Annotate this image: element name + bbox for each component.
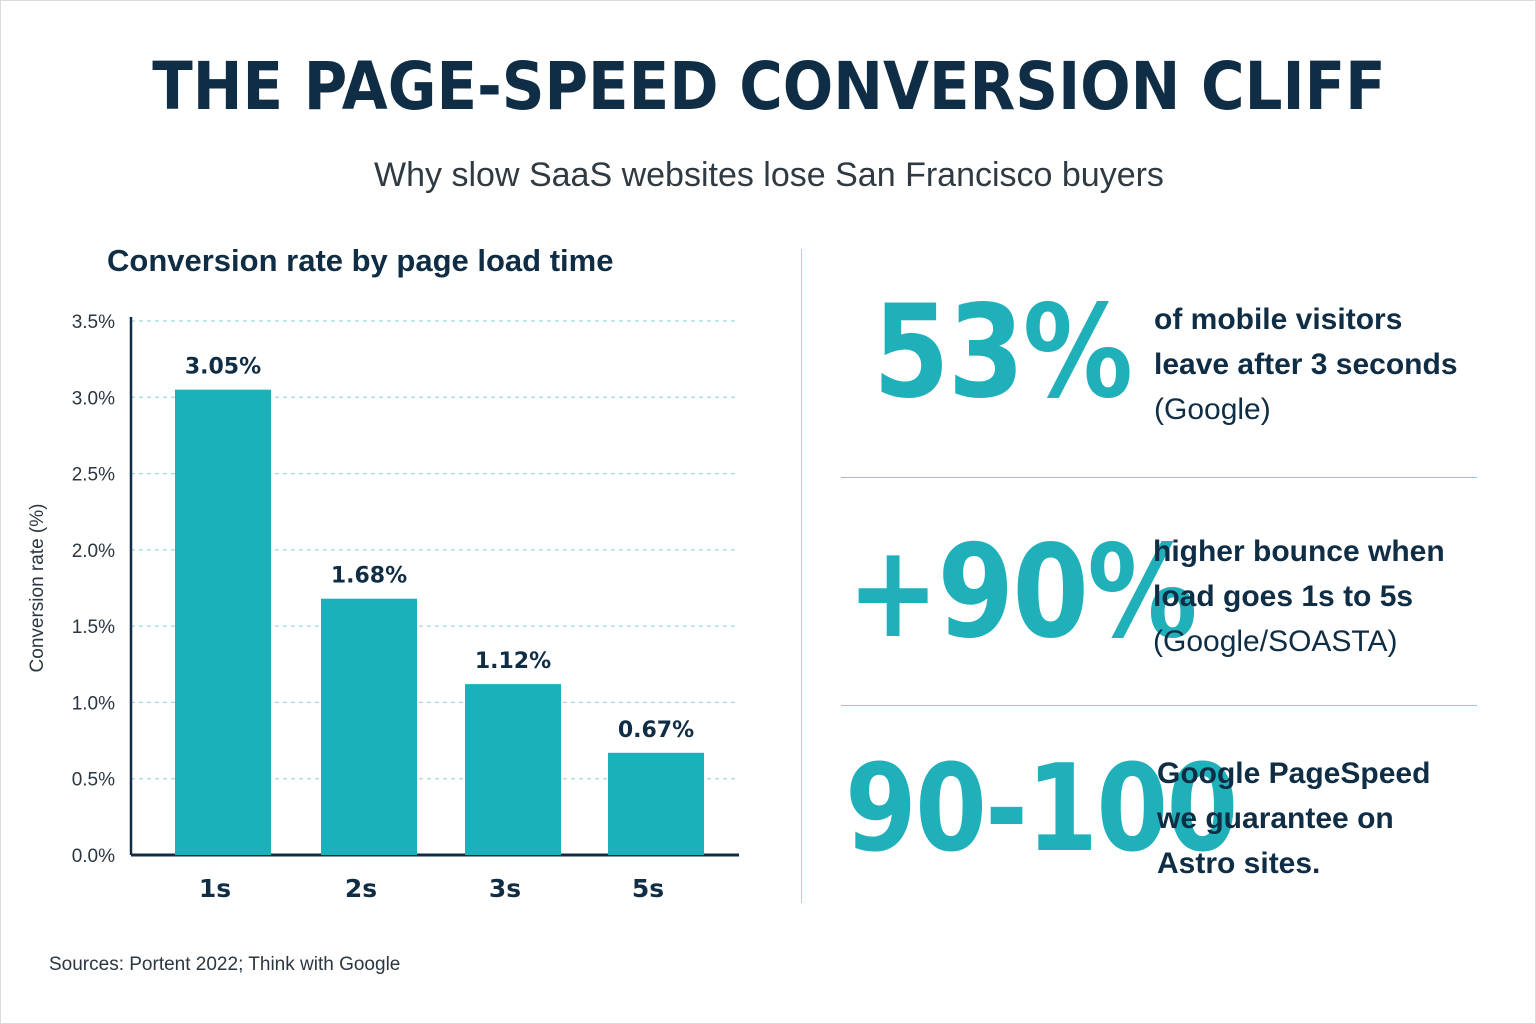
x-tick-label: 2s xyxy=(345,874,377,903)
x-tick-label: 3s xyxy=(489,874,521,903)
data-label: 3.05% xyxy=(185,355,261,380)
stat-1-citation: (Google) xyxy=(1154,393,1271,426)
bar-chart: 0.0% 0.5% 1.0% 1.5% 2.0% 2.5% 3.0% 3.5% Conversi… xyxy=(27,312,739,903)
y-tick-label: 2.5% xyxy=(72,465,115,486)
chart-title: Conversion rate by page load time xyxy=(107,243,614,278)
stat-value-3: 90-100 xyxy=(845,740,1238,879)
stat-2-line-1: higher bounce when xyxy=(1153,535,1445,568)
stat-3-line-1: Google PageSpeed xyxy=(1157,757,1431,790)
bar xyxy=(321,598,417,855)
y-tick-label: 2.0% xyxy=(72,541,115,562)
stat-description-1: of mobile visitors leave after 3 seconds… xyxy=(1154,297,1458,432)
x-tick-label: 1s xyxy=(199,874,231,903)
stat-value-2: +90% xyxy=(847,518,1198,667)
data-label: 1.68% xyxy=(331,564,407,589)
stat-3-line-3: Astro sites. xyxy=(1157,847,1321,880)
bar xyxy=(465,684,561,855)
y-tick-label: 0.0% xyxy=(72,846,115,867)
vertical-divider xyxy=(801,249,802,903)
data-label: 0.67% xyxy=(618,718,694,743)
y-tick-label: 0.5% xyxy=(72,770,115,791)
y-axis-title: Conversion rate (%) xyxy=(27,504,48,673)
source-note: Sources: Portent 2022; Think with Google xyxy=(49,954,401,975)
bar xyxy=(608,752,704,855)
y-tick-label: 1.0% xyxy=(72,693,115,714)
stat-description-3: Google PageSpeed we guarantee on Astro s… xyxy=(1157,751,1430,886)
stat-1-line-2: leave after 3 seconds xyxy=(1154,348,1458,381)
page-title: THE PAGE-SPEED CONVERSION CLIFF xyxy=(152,48,1386,125)
page-subtitle: Why slow SaaS websites lose San Francisc… xyxy=(374,156,1164,194)
stat-3-line-2: we guarantee on xyxy=(1157,802,1394,835)
bar xyxy=(175,389,271,855)
stat-1-line-1: of mobile visitors xyxy=(1154,303,1403,336)
stat-value-1: 53% xyxy=(873,278,1133,427)
y-tick-label: 1.5% xyxy=(72,617,115,638)
x-tick-label: 5s xyxy=(632,874,664,903)
stat-2-citation: (Google/SOASTA) xyxy=(1153,625,1398,658)
y-tick-label: 3.5% xyxy=(72,312,115,333)
stat-divider-2 xyxy=(841,705,1477,706)
data-label: 1.12% xyxy=(475,649,551,674)
stat-description-2: higher bounce when load goes 1s to 5s (G… xyxy=(1153,529,1445,664)
y-tick-label: 3.0% xyxy=(72,388,115,409)
stat-2-line-2: load goes 1s to 5s xyxy=(1153,580,1414,613)
stat-divider-1 xyxy=(841,477,1477,478)
